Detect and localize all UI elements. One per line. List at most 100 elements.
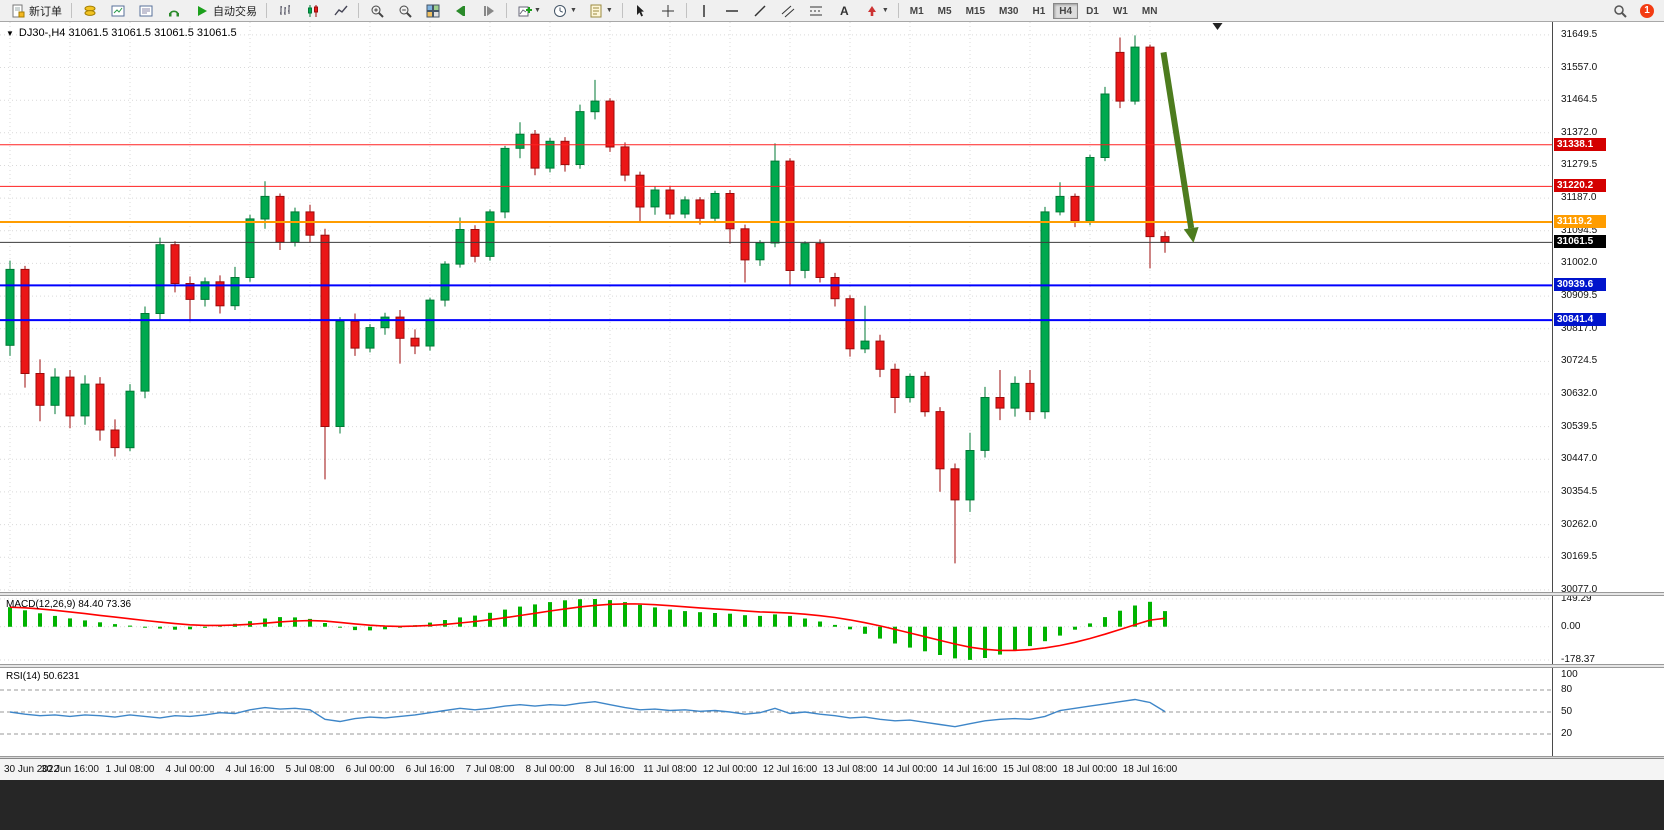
timeframe-button-m5[interactable]: M5 [937,5,952,17]
pane-splitter[interactable] [0,756,1664,758]
price-badge: 31338.1 [1554,137,1606,151]
auto-trading-button[interactable]: 自动交易 [188,0,262,22]
indicators-icon [516,3,533,19]
axis-tick-label: 20 [1561,728,1573,739]
crosshair-icon[interactable] [655,1,682,21]
timeframe-button-d1[interactable]: D1 [1086,5,1099,17]
auto-trading-label: 自动交易 [213,5,257,18]
chart-title-text: DJ30-,H4 31061.5 31061.5 31061.5 31061.5 [18,27,237,39]
time-axis[interactable]: 30 Jun 2022 30 Jun 16:00 1 Jul 08:00 4 Jul … [0,758,1664,780]
axis-tick-label: 31557.0 [1561,61,1598,73]
data-window-icon[interactable] [132,1,159,21]
timeframe-button-m30[interactable]: M30 [999,5,1019,17]
chevron-down-icon: ▼ [569,7,577,14]
toolbar-separator [266,3,267,18]
headset-icon[interactable] [160,1,187,21]
axis-tick-label: 30632.0 [1561,388,1598,399]
horizontal-line-tool-icon[interactable] [719,1,746,21]
time-axis-label: 8 Jul 16:00 [585,764,635,775]
search-icon[interactable] [1606,1,1633,21]
timeframe-button-m15[interactable]: M15 [965,5,986,17]
macd-pane[interactable] [0,596,1552,664]
arrows-tool-button[interactable]: ▼ [859,0,894,22]
axis-tick-label: 30262.0 [1561,518,1598,530]
zoom-in-icon[interactable] [363,1,390,21]
time-axis-label: 15 Jul 08:00 [1002,764,1058,775]
price-badge: 30841.4 [1554,313,1606,327]
vertical-line-tool-icon[interactable] [691,1,718,21]
toolbar-separator [897,3,899,18]
zoom-out-icon[interactable] [391,1,418,21]
axis-tick-label: 30169.5 [1561,551,1598,563]
chart-title: ▼ DJ30-,H4 31061.5 31061.5 31061.5 31061… [6,27,237,39]
notification-badge[interactable]: 1 [1640,3,1654,18]
time-axis-label: 12 Jul 00:00 [702,764,758,775]
toolbar-separator [506,3,507,18]
auto-scroll-icon[interactable] [447,1,474,21]
axis-tick-label: 31372.0 [1561,126,1598,138]
toolbar-separator [71,3,72,18]
price-badge: 31119.2 [1554,215,1606,229]
trendline-tool-icon[interactable] [747,1,774,21]
price-badge: 31220.2 [1554,179,1606,193]
axis-tick-label: -178.37 [1561,653,1595,665]
time-axis-label: 4 Jul 00:00 [165,764,215,775]
template-icon [588,3,605,19]
periods-button[interactable]: ▼ [547,0,582,22]
coins-icon[interactable] [76,1,103,21]
channel-tool-icon[interactable] [775,1,802,21]
time-axis-label: 13 Jul 08:00 [822,764,878,775]
axis-tick-label: 30909.5 [1561,290,1598,302]
line-chart-icon[interactable] [327,1,354,21]
axis-tick-label: 50 [1561,706,1573,717]
macd-indicator-label: MACD(12,26,9) 84.40 73.36 [6,599,132,610]
time-axis-label: 18 Jul 00:00 [1062,764,1118,775]
time-axis-label: 6 Jul 16:00 [405,764,455,775]
timeframe-button-m1[interactable]: M1 [909,5,924,17]
toolbar-separator [358,3,359,18]
axis-tick-label: 30077.0 [1561,583,1598,595]
time-axis-label: 8 Jul 00:00 [525,764,575,775]
rsi-pane[interactable] [0,668,1552,756]
time-axis-label: 30 Jun 2022 [4,764,60,775]
fibonacci-tool-icon[interactable] [803,1,830,21]
axis-tick-label: 80 [1561,684,1573,695]
axis-tick-label: 31279.5 [1561,159,1598,171]
chart-shift-icon[interactable] [475,1,502,21]
timeframe-button-w1[interactable]: W1 [1112,5,1128,17]
timeframe-button-mn[interactable]: MN [1141,5,1158,17]
time-axis-label: 30 Jun 16:00 [41,764,99,775]
axis-tick-label: 30724.5 [1561,355,1598,367]
toolbar-separator [685,3,687,18]
indicators-button[interactable]: ▼ [511,0,546,22]
axis-tick-label: 31464.5 [1561,94,1598,106]
timeframe-button-h1[interactable]: H1 [1032,5,1046,17]
price-axis[interactable]: 31649.5 31557.0 31464.5 31372.0 31279.5 31187… [1552,22,1664,780]
pane-splitter[interactable] [0,664,1664,668]
text-tool-icon[interactable]: A [839,3,849,18]
bar-chart-icon[interactable] [271,1,298,21]
time-axis-label: 18 Jul 16:00 [1122,764,1178,775]
time-axis-label: 5 Jul 08:00 [285,764,335,775]
axis-tick-label: 31002.0 [1561,257,1598,269]
axis-tick-label: 30354.5 [1561,485,1598,497]
new-order-button[interactable]: 新订单 [4,0,67,22]
market-watch-icon[interactable] [104,1,131,21]
price-badge: 30939.6 [1554,278,1606,292]
candlestick-chart-icon[interactable] [299,1,326,21]
cursor-icon[interactable] [627,1,654,21]
axis-tick-label: 31649.5 [1561,28,1598,40]
timeframe-button-h4[interactable]: H4 [1053,2,1079,19]
price-badge: 31061.5 [1554,235,1606,249]
time-axis-label: 11 Jul 08:00 [643,764,697,775]
time-axis-label: 4 Jul 16:00 [225,764,275,775]
tile-windows-icon[interactable] [419,1,446,21]
new-order-label: 新订单 [29,5,62,18]
timeframe-group: M1 M5 M15 M30 H1 H4 D1 W1 MN [903,2,1165,19]
main-chart[interactable] [0,22,1552,592]
templates-button[interactable]: ▼ [583,0,618,22]
time-axis-label: 14 Jul 00:00 [882,764,938,775]
toolbar: 新订单 自动交易 [0,0,1664,22]
new-order-icon [9,3,26,19]
pane-splitter[interactable] [0,592,1664,596]
